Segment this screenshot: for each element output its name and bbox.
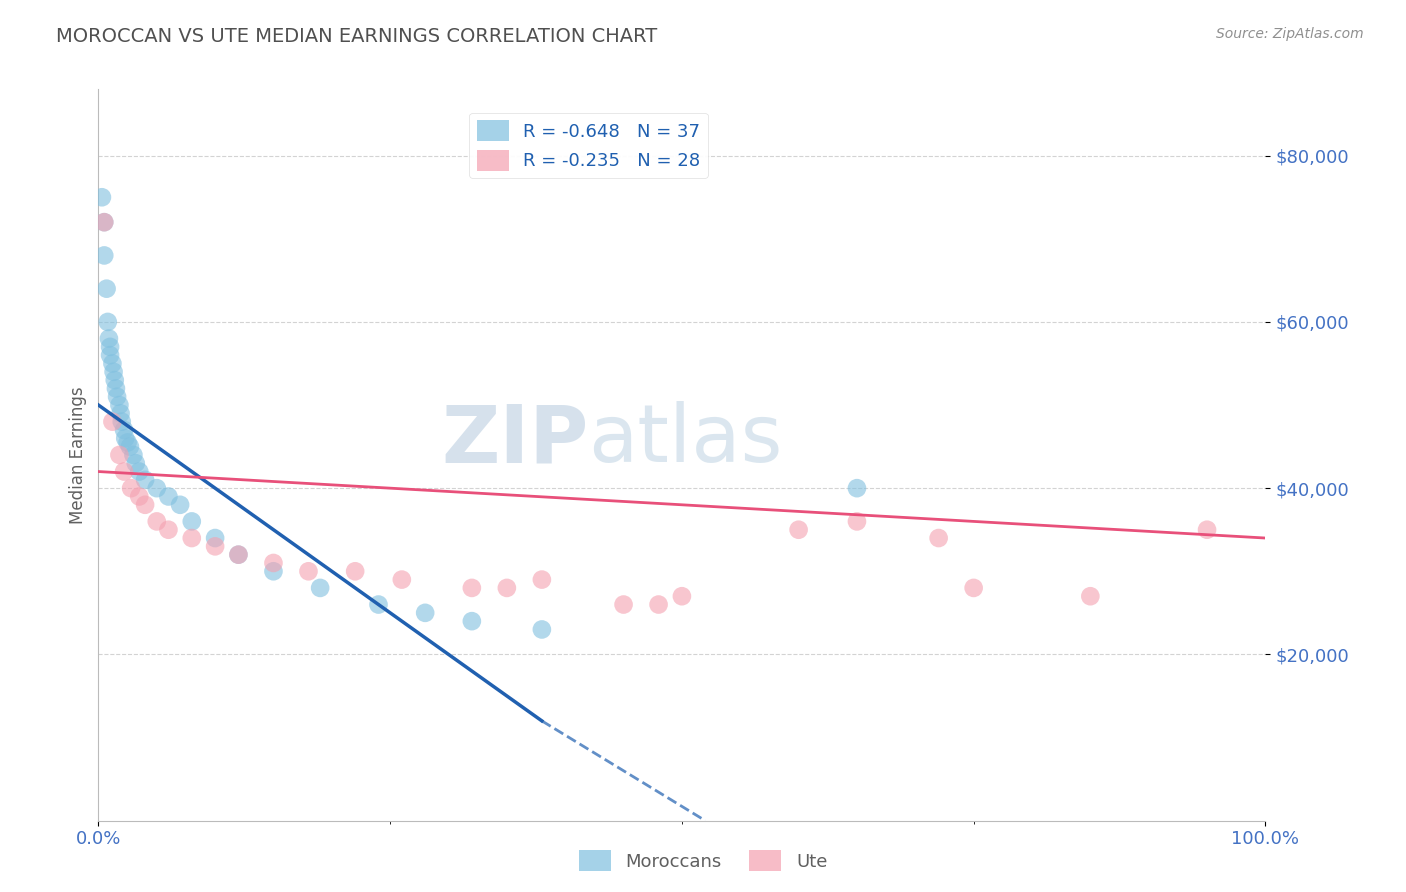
Point <box>157 490 180 504</box>
Point <box>1195 523 1218 537</box>
Point <box>344 564 367 578</box>
Point <box>262 564 284 578</box>
Point <box>90 190 112 204</box>
Point <box>93 215 115 229</box>
Point <box>262 556 284 570</box>
Point <box>613 598 636 612</box>
Point <box>846 481 869 495</box>
Point <box>114 431 136 445</box>
Point <box>98 348 121 362</box>
Point <box>104 381 127 395</box>
Point <box>228 548 250 562</box>
Point <box>97 332 120 346</box>
Point <box>104 373 127 387</box>
Point <box>101 415 124 429</box>
Point <box>146 515 169 529</box>
Point <box>128 490 150 504</box>
Text: atlas: atlas <box>589 401 783 479</box>
Point <box>134 498 156 512</box>
Point <box>928 531 950 545</box>
Point <box>647 598 669 612</box>
Point <box>122 448 145 462</box>
Point <box>413 606 436 620</box>
Point <box>146 481 169 495</box>
Point <box>496 581 519 595</box>
Point <box>671 589 693 603</box>
Point <box>367 598 389 612</box>
Point <box>180 531 202 545</box>
Text: Source: ZipAtlas.com: Source: ZipAtlas.com <box>1216 27 1364 41</box>
Point <box>169 498 191 512</box>
Point <box>1080 589 1102 603</box>
Point <box>962 581 984 595</box>
Text: MOROCCAN VS UTE MEDIAN EARNINGS CORRELATION CHART: MOROCCAN VS UTE MEDIAN EARNINGS CORRELAT… <box>56 27 658 45</box>
Legend: R = -0.648   N = 37, R = -0.235   N = 28: R = -0.648 N = 37, R = -0.235 N = 28 <box>470 113 707 178</box>
Point <box>93 248 115 262</box>
Point <box>105 390 128 404</box>
Point <box>98 340 121 354</box>
Point <box>204 539 226 553</box>
Point <box>96 282 118 296</box>
Point <box>117 435 139 450</box>
Point <box>391 573 413 587</box>
Point <box>530 573 553 587</box>
Point <box>112 423 135 437</box>
Point <box>93 215 115 229</box>
Y-axis label: Median Earnings: Median Earnings <box>69 386 87 524</box>
Point <box>111 415 134 429</box>
Point <box>461 581 484 595</box>
Point <box>204 531 226 545</box>
Point <box>112 465 135 479</box>
Point <box>530 623 553 637</box>
Point <box>297 564 319 578</box>
Point <box>128 465 150 479</box>
Point <box>97 315 120 329</box>
Point <box>309 581 332 595</box>
Point <box>846 515 869 529</box>
Point <box>228 548 250 562</box>
Point <box>101 356 124 371</box>
Point <box>125 456 148 470</box>
Point <box>108 398 131 412</box>
Point <box>180 515 202 529</box>
Point <box>108 448 131 462</box>
Text: ZIP: ZIP <box>441 401 589 479</box>
Point <box>118 440 141 454</box>
Point <box>110 406 132 420</box>
Point <box>787 523 810 537</box>
Point <box>120 481 142 495</box>
Point <box>461 614 484 628</box>
Legend: Moroccans, Ute: Moroccans, Ute <box>571 843 835 879</box>
Point <box>134 473 156 487</box>
Point <box>157 523 180 537</box>
Point <box>103 365 125 379</box>
